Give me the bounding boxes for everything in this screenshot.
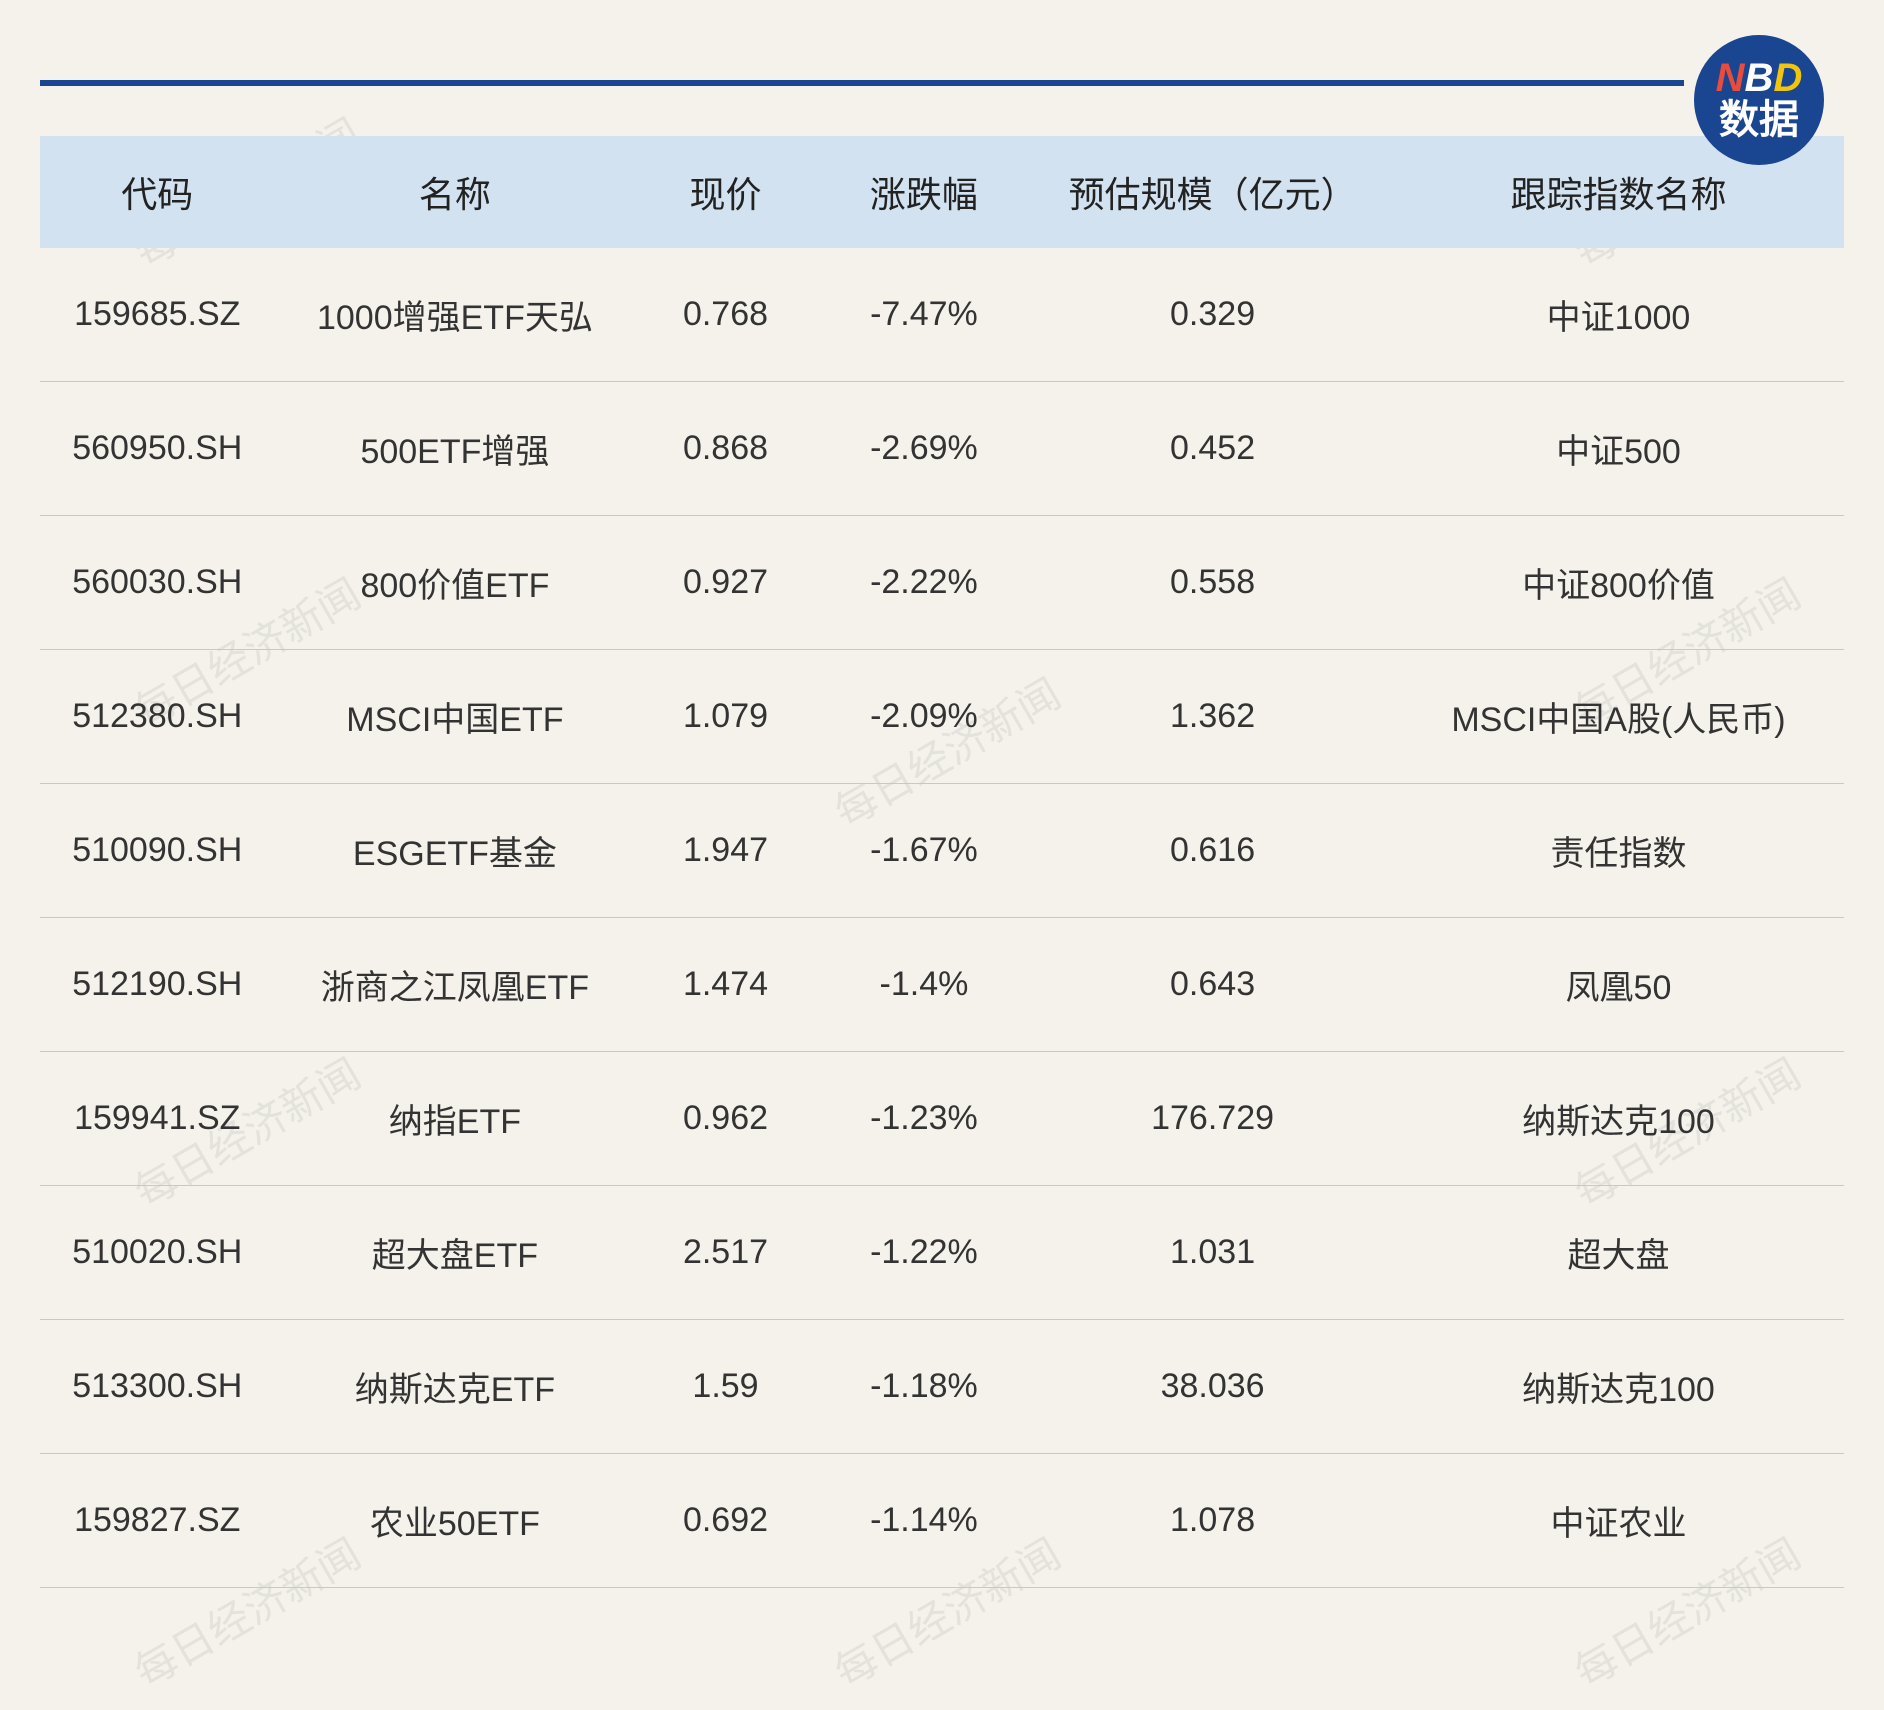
badge-letter-d: D — [1773, 56, 1802, 100]
table-row: 512380.SHMSCI中国ETF1.079-2.09%1.362MSCI中国… — [40, 650, 1844, 784]
cell-name: ESGETF基金 — [275, 784, 636, 918]
cell-scale: 176.729 — [1032, 1052, 1393, 1186]
cell-name: 800价值ETF — [275, 516, 636, 650]
cell-scale: 0.558 — [1032, 516, 1393, 650]
cell-index: MSCI中国A股(人民币) — [1393, 650, 1844, 784]
cell-code: 159685.SZ — [40, 248, 275, 382]
cell-scale: 0.452 — [1032, 382, 1393, 516]
cell-index: 纳斯达克100 — [1393, 1320, 1844, 1454]
cell-code: 159827.SZ — [40, 1454, 275, 1588]
badge-top-letters: NBD — [1716, 58, 1803, 98]
badge-letter-b: B — [1745, 56, 1774, 100]
table-row: 560030.SH800价值ETF0.927-2.22%0.558中证800价值 — [40, 516, 1844, 650]
cell-price: 0.692 — [635, 1454, 815, 1588]
cell-price: 1.079 — [635, 650, 815, 784]
badge-bottom-text: 数据 — [1719, 98, 1799, 142]
cell-price: 0.962 — [635, 1052, 815, 1186]
cell-code: 512380.SH — [40, 650, 275, 784]
cell-price: 1.59 — [635, 1320, 815, 1454]
header-row: 代码 名称 现价 涨跌幅 预估规模（亿元） 跟踪指数名称 — [40, 136, 1844, 248]
table-row: 159827.SZ农业50ETF0.692-1.14%1.078中证农业 — [40, 1454, 1844, 1588]
table-body: 159685.SZ1000增强ETF天弘0.768-7.47%0.329中证10… — [40, 248, 1844, 1588]
cell-name: 纳斯达克ETF — [275, 1320, 636, 1454]
cell-index: 超大盘 — [1393, 1186, 1844, 1320]
nbd-badge: NBD 数据 — [1694, 35, 1824, 165]
table-row: 510090.SHESGETF基金1.947-1.67%0.616责任指数 — [40, 784, 1844, 918]
cell-name: 500ETF增强 — [275, 382, 636, 516]
cell-change: -1.4% — [816, 918, 1032, 1052]
cell-change: -7.47% — [816, 248, 1032, 382]
content-wrapper: 代码 名称 现价 涨跌幅 预估规模（亿元） 跟踪指数名称 159685.SZ10… — [0, 0, 1884, 1628]
header-scale: 预估规模（亿元） — [1032, 136, 1393, 248]
cell-name: 1000增强ETF天弘 — [275, 248, 636, 382]
table-row: 159685.SZ1000增强ETF天弘0.768-7.47%0.329中证10… — [40, 248, 1844, 382]
cell-index: 中证800价值 — [1393, 516, 1844, 650]
cell-code: 560030.SH — [40, 516, 275, 650]
cell-code: 510020.SH — [40, 1186, 275, 1320]
cell-code: 512190.SH — [40, 918, 275, 1052]
cell-price: 0.768 — [635, 248, 815, 382]
table-row: 512190.SH浙商之江凤凰ETF1.474-1.4%0.643凤凰50 — [40, 918, 1844, 1052]
cell-index: 纳斯达克100 — [1393, 1052, 1844, 1186]
cell-change: -1.18% — [816, 1320, 1032, 1454]
cell-price: 2.517 — [635, 1186, 815, 1320]
etf-data-table: 代码 名称 现价 涨跌幅 预估规模（亿元） 跟踪指数名称 159685.SZ10… — [40, 136, 1844, 1588]
cell-scale: 0.643 — [1032, 918, 1393, 1052]
cell-scale: 1.078 — [1032, 1454, 1393, 1588]
header-price: 现价 — [635, 136, 815, 248]
cell-name: 超大盘ETF — [275, 1186, 636, 1320]
cell-change: -1.22% — [816, 1186, 1032, 1320]
cell-index: 中证1000 — [1393, 248, 1844, 382]
cell-change: -1.67% — [816, 784, 1032, 918]
cell-scale: 0.616 — [1032, 784, 1393, 918]
cell-scale: 1.031 — [1032, 1186, 1393, 1320]
cell-price: 1.474 — [635, 918, 815, 1052]
table-row: 513300.SH纳斯达克ETF1.59-1.18%38.036纳斯达克100 — [40, 1320, 1844, 1454]
cell-change: -2.22% — [816, 516, 1032, 650]
header-code: 代码 — [40, 136, 275, 248]
badge-letter-n: N — [1716, 56, 1745, 100]
cell-name: MSCI中国ETF — [275, 650, 636, 784]
table-header: 代码 名称 现价 涨跌幅 预估规模（亿元） 跟踪指数名称 — [40, 136, 1844, 248]
cell-code: 560950.SH — [40, 382, 275, 516]
cell-price: 1.947 — [635, 784, 815, 918]
top-divider-bar — [40, 80, 1684, 86]
cell-change: -1.23% — [816, 1052, 1032, 1186]
cell-code: 513300.SH — [40, 1320, 275, 1454]
cell-code: 510090.SH — [40, 784, 275, 918]
cell-name: 纳指ETF — [275, 1052, 636, 1186]
cell-index: 凤凰50 — [1393, 918, 1844, 1052]
cell-index: 中证500 — [1393, 382, 1844, 516]
cell-index: 中证农业 — [1393, 1454, 1844, 1588]
cell-index: 责任指数 — [1393, 784, 1844, 918]
cell-scale: 0.329 — [1032, 248, 1393, 382]
cell-change: -1.14% — [816, 1454, 1032, 1588]
header-name: 名称 — [275, 136, 636, 248]
cell-change: -2.69% — [816, 382, 1032, 516]
table-row: 159941.SZ纳指ETF0.962-1.23%176.729纳斯达克100 — [40, 1052, 1844, 1186]
table-row: 560950.SH500ETF增强0.868-2.69%0.452中证500 — [40, 382, 1844, 516]
header-change: 涨跌幅 — [816, 136, 1032, 248]
cell-name: 浙商之江凤凰ETF — [275, 918, 636, 1052]
cell-price: 0.927 — [635, 516, 815, 650]
cell-change: -2.09% — [816, 650, 1032, 784]
cell-name: 农业50ETF — [275, 1454, 636, 1588]
cell-scale: 38.036 — [1032, 1320, 1393, 1454]
cell-scale: 1.362 — [1032, 650, 1393, 784]
cell-code: 159941.SZ — [40, 1052, 275, 1186]
cell-price: 0.868 — [635, 382, 815, 516]
table-row: 510020.SH超大盘ETF2.517-1.22%1.031超大盘 — [40, 1186, 1844, 1320]
